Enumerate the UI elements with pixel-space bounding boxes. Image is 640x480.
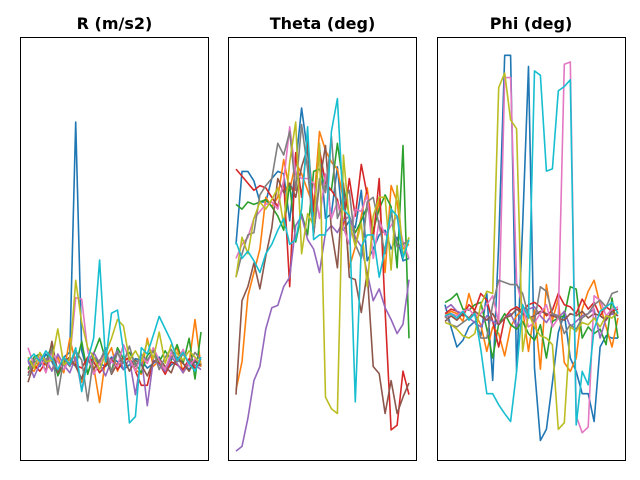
series-line-phi-3 [444,285,619,359]
axes-frame-theta [228,37,417,461]
series-line-r-8 [27,345,202,402]
series-line-r-10 [27,259,202,424]
panel-title-phi: Phi (deg) [490,14,573,33]
series-line-theta-10 [235,97,410,403]
panel-r: R (m/s2) [20,14,209,461]
series-line-phi-10 [444,70,619,426]
series-line-theta-7 [235,126,410,260]
series-line-theta-8 [235,123,410,278]
series-lines-r [27,121,202,424]
series-line-phi-6 [444,308,619,326]
series-line-phi-4 [444,292,619,348]
panel-phi: Phi (deg) [437,14,626,461]
series-line-r-1 [27,121,202,376]
panel-theta: Theta (deg) [228,14,417,461]
panel-title-r: R (m/s2) [77,14,153,33]
axes-frame-r [20,37,209,461]
series-line-phi-1 [444,54,618,442]
series-line-theta-6 [235,144,410,415]
series-line-theta-9 [235,121,410,415]
series-lines-theta [235,97,410,452]
series-line-phi-9 [444,72,619,431]
panel-title-theta: Theta (deg) [270,14,376,33]
axes-frame-phi [437,37,626,461]
series-line-r-5 [27,349,202,407]
series-lines-phi [444,54,619,442]
